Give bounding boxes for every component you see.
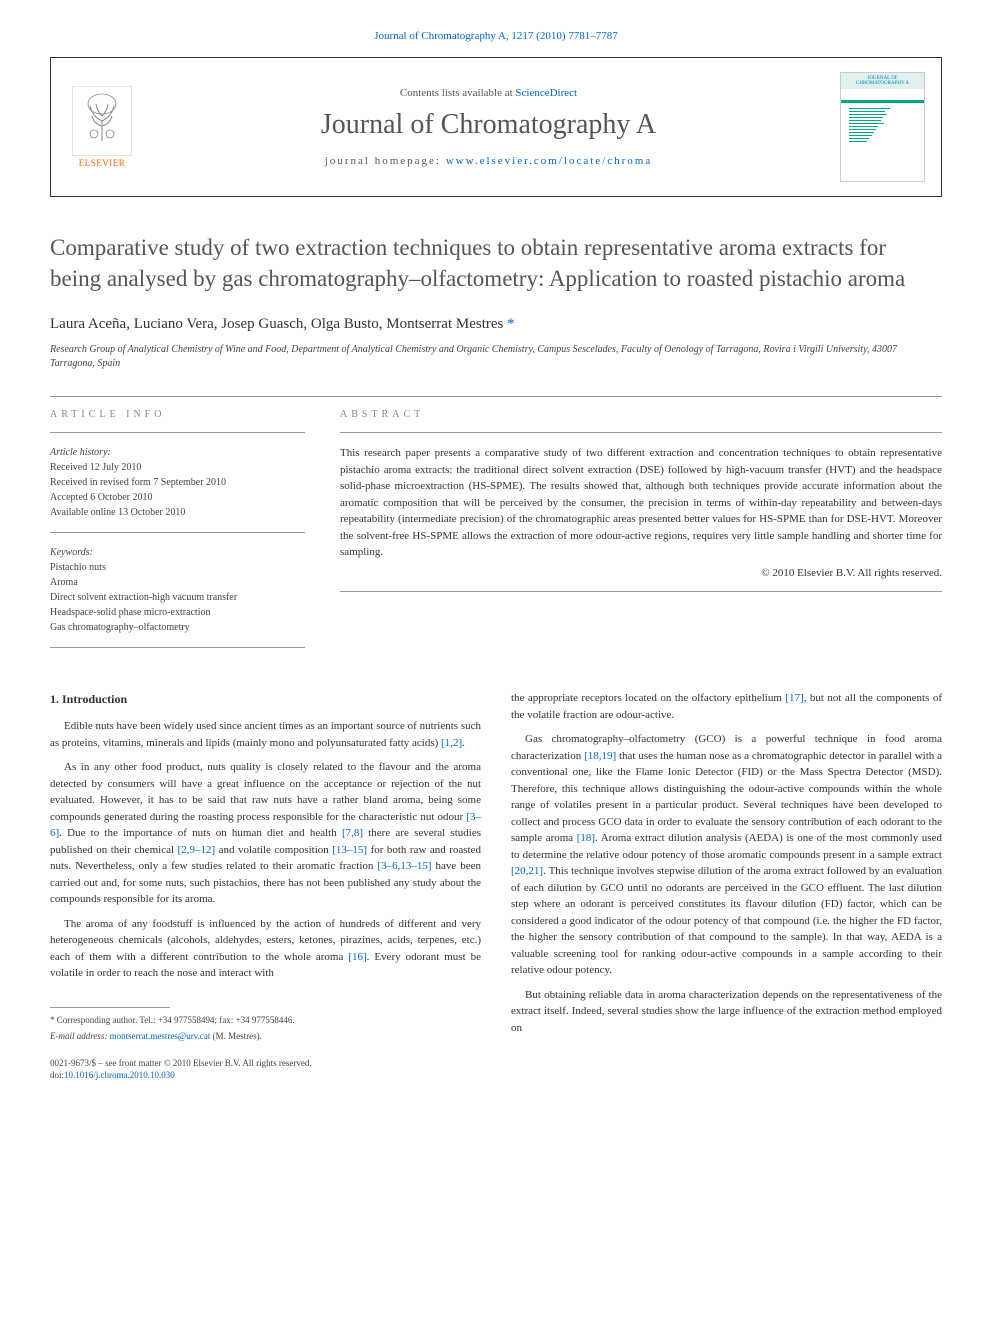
abstract-copyright: © 2010 Elsevier B.V. All rights reserved… [340, 567, 942, 579]
ref-link[interactable]: [7,8] [342, 827, 363, 839]
body-right-column: the appropriate receptors located on the… [511, 690, 942, 1082]
body-text: and volatile composition [215, 844, 332, 856]
journal-homepage-line: journal homepage: www.elsevier.com/locat… [137, 155, 840, 167]
journal-header-box: ELSEVIER Contents lists available at Sci… [50, 57, 942, 197]
body-text: Edible nuts have been widely used since … [50, 720, 481, 749]
abstract-text: This research paper presents a comparati… [340, 445, 942, 561]
journal-name-heading: Journal of Chromatography A [137, 109, 840, 141]
footer-block: * Corresponding author. Tel.: +34 977558… [50, 1007, 481, 1082]
contents-available-line: Contents lists available at ScienceDirec… [137, 87, 840, 99]
keyword-item: Direct solvent extraction-high vacuum tr… [50, 590, 305, 605]
body-left-column: 1. Introduction Edible nuts have been wi… [50, 690, 481, 1082]
article-info-column: ARTICLE INFO Article history: Received 1… [50, 409, 305, 660]
body-paragraph: The aroma of any foodstuff is influenced… [50, 916, 481, 982]
abstract-divider-bottom [340, 591, 942, 592]
journal-homepage-link[interactable]: www.elsevier.com/locate/chroma [446, 155, 653, 167]
body-text: . Due to the importance of nuts on human… [59, 827, 342, 839]
keyword-item: Gas chromatography–olfactometry [50, 620, 305, 635]
ref-link[interactable]: [17] [785, 692, 803, 704]
elsevier-logo: ELSEVIER [67, 82, 137, 172]
doi-line: doi:10.1016/j.chroma.2010.10.030 [50, 1069, 481, 1082]
contents-available-text: Contents lists available at [400, 87, 515, 99]
intro-heading: 1. Introduction [50, 690, 481, 708]
keywords-block: Keywords: Pistachio nuts Aroma Direct so… [50, 545, 305, 635]
revised-date: Received in revised form 7 September 201… [50, 475, 305, 490]
ref-link[interactable]: [18] [577, 832, 595, 844]
ref-link[interactable]: [3–6,13–15] [377, 860, 431, 872]
abstract-heading: ABSTRACT [340, 409, 942, 420]
ref-link[interactable]: [20,21] [511, 865, 543, 877]
corresponding-asterisk-link[interactable]: * [507, 316, 515, 332]
cover-bars-icon [849, 108, 894, 144]
email-link[interactable]: montserrat.mestres@urv.cat [110, 1031, 211, 1041]
corresponding-email-line: E-mail address: montserrat.mestres@urv.c… [50, 1030, 481, 1043]
keywords-label: Keywords: [50, 545, 305, 560]
body-paragraph: the appropriate receptors located on the… [511, 690, 942, 723]
info-divider-bottom [50, 647, 305, 648]
cover-title: JOURNAL OF CHROMATOGRAPHY A [841, 73, 924, 89]
ref-link[interactable]: [16] [348, 951, 366, 963]
body-text: As in any other food product, nuts quali… [50, 761, 481, 823]
header-center: Contents lists available at ScienceDirec… [137, 87, 840, 167]
abstract-divider-top [340, 432, 942, 433]
info-divider-mid [50, 532, 305, 533]
body-paragraph: Gas chromatography–olfactometry (GCO) is… [511, 731, 942, 979]
keyword-item: Pistachio nuts [50, 560, 305, 575]
authors-line: Laura Aceña, Luciano Vera, Josep Guasch,… [50, 316, 942, 333]
body-paragraph: As in any other food product, nuts quali… [50, 759, 481, 908]
divider-line [50, 396, 942, 397]
issn-copyright-line: 0021-9673/$ – see front matter © 2010 El… [50, 1057, 481, 1070]
accepted-date: Accepted 6 October 2010 [50, 490, 305, 505]
history-label: Article history: [50, 445, 305, 460]
online-date: Available online 13 October 2010 [50, 505, 305, 520]
elsevier-tree-icon [72, 86, 132, 156]
body-columns: 1. Introduction Edible nuts have been wi… [50, 690, 942, 1082]
email-suffix: (M. Mestres). [210, 1031, 262, 1041]
elsevier-label: ELSEVIER [79, 158, 126, 168]
footer-divider [50, 1007, 170, 1008]
doi-label: doi: [50, 1070, 64, 1080]
info-divider-top [50, 432, 305, 433]
corresponding-author-info: * Corresponding author. Tel.: +34 977558… [50, 1014, 481, 1027]
ref-link[interactable]: [1,2] [441, 737, 462, 749]
body-text: that uses the human nose as a chromatogr… [511, 750, 942, 845]
body-text: the appropriate receptors located on the… [511, 692, 785, 704]
journal-cover-thumbnail: JOURNAL OF CHROMATOGRAPHY A [840, 72, 925, 182]
email-label: E-mail address: [50, 1031, 110, 1041]
article-title: Comparative study of two extraction tech… [50, 232, 942, 294]
body-paragraph: Edible nuts have been widely used since … [50, 718, 481, 751]
ref-link[interactable]: [13–15] [332, 844, 367, 856]
body-text: . This technique involves stepwise dilut… [511, 865, 942, 976]
article-info-heading: ARTICLE INFO [50, 409, 305, 420]
ref-link[interactable]: [18,19] [584, 750, 616, 762]
received-date: Received 12 July 2010 [50, 460, 305, 475]
corresponding-author-name: Montserrat Mestres [386, 316, 503, 332]
publisher-logo-block: ELSEVIER [67, 82, 137, 172]
info-abstract-row: ARTICLE INFO Article history: Received 1… [50, 409, 942, 660]
sciencedirect-link[interactable]: ScienceDirect [515, 87, 577, 99]
journal-citation-link[interactable]: Journal of Chromatography A [374, 30, 506, 42]
body-text: . [462, 737, 465, 749]
affiliation: Research Group of Analytical Chemistry o… [50, 343, 942, 371]
authors-plain: Laura Aceña, Luciano Vera, Josep Guasch,… [50, 316, 386, 332]
keyword-item: Aroma [50, 575, 305, 590]
journal-citation-suffix: , 1217 (2010) 7781–7787 [506, 30, 618, 42]
body-paragraph: But obtaining reliable data in aroma cha… [511, 987, 942, 1037]
abstract-column: ABSTRACT This research paper presents a … [340, 409, 942, 660]
doi-link[interactable]: 10.1016/j.chroma.2010.10.030 [64, 1070, 175, 1080]
ref-link[interactable]: [2,9–12] [178, 844, 216, 856]
journal-citation-top: Journal of Chromatography A, 1217 (2010)… [50, 30, 942, 42]
keyword-item: Headspace-solid phase micro-extraction [50, 605, 305, 620]
article-history-block: Article history: Received 12 July 2010 R… [50, 445, 305, 520]
homepage-label: journal homepage: [325, 155, 446, 167]
